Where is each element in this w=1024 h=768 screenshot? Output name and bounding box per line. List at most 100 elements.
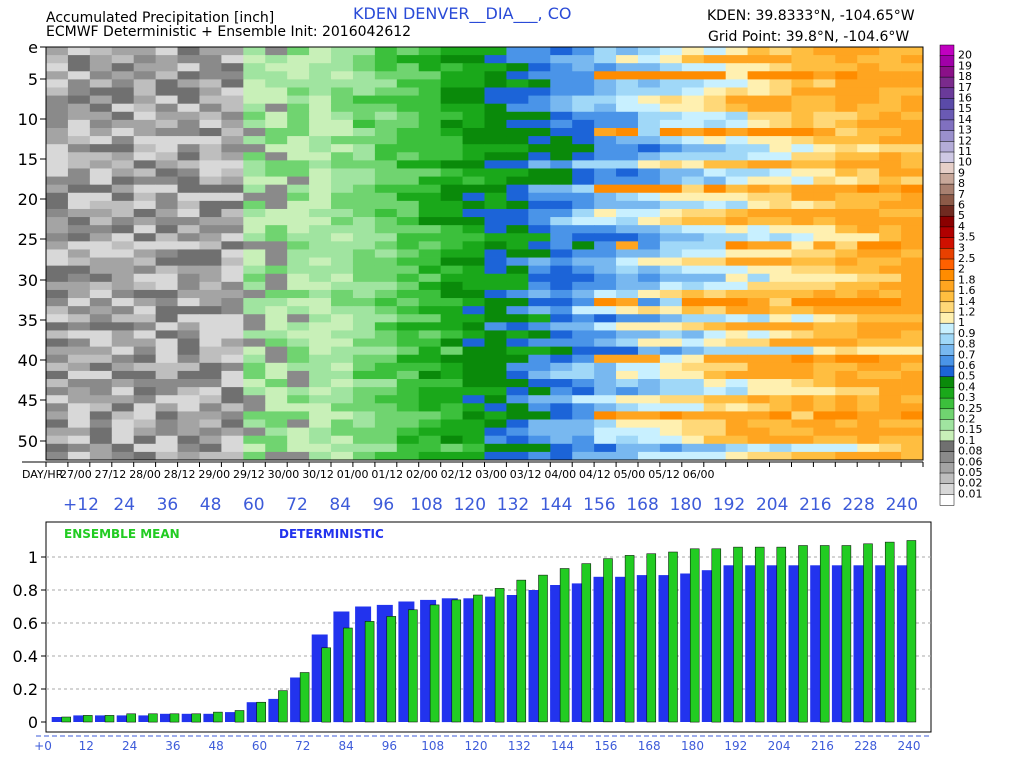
plume-cell <box>659 257 683 267</box>
plume-cell <box>67 192 91 202</box>
plume-cell <box>835 289 858 299</box>
plume-cell <box>265 395 288 404</box>
plume-cell <box>221 87 244 96</box>
plume-cell <box>462 379 485 388</box>
plume-cell <box>46 160 69 169</box>
plume-cell <box>659 200 683 210</box>
plume-cell <box>484 427 507 437</box>
plume-cell <box>309 379 332 388</box>
plume-cell <box>89 200 113 210</box>
plume-cell <box>681 314 705 323</box>
plume-cell <box>199 395 222 404</box>
plume-cell <box>462 241 485 250</box>
plume-cell <box>111 200 135 210</box>
plume-cell <box>572 395 595 404</box>
plume-cell <box>484 443 507 453</box>
plume-cell <box>813 257 836 267</box>
plume-cell <box>46 200 69 210</box>
plume-cell <box>747 208 770 218</box>
plume-cell <box>265 55 288 64</box>
plume-cell <box>309 451 332 461</box>
legend-label: 1.4 <box>958 295 976 308</box>
plume-cell <box>331 241 354 250</box>
plume-cell <box>572 443 595 453</box>
plume-cell <box>703 387 727 396</box>
plume-cell <box>396 451 420 461</box>
plume-cell <box>221 289 244 299</box>
plume-cell <box>813 184 836 194</box>
plume-cell <box>637 338 661 348</box>
plume-cell <box>879 47 902 56</box>
plume-cell <box>331 55 354 64</box>
bar-ensemble-mean <box>538 574 548 723</box>
plume-cell <box>725 306 748 315</box>
plume-cell <box>352 257 376 267</box>
plume-cell <box>221 217 244 226</box>
plume-cell <box>813 346 836 356</box>
hour-label: 36 <box>157 495 179 515</box>
plume-cell <box>243 427 266 437</box>
plume-cell <box>616 379 639 388</box>
plume-cell <box>681 387 705 396</box>
plume-cell <box>177 208 200 218</box>
plume-cell <box>835 411 858 420</box>
plume-cell <box>769 411 792 420</box>
plume-cell <box>901 346 924 356</box>
plume-cell <box>331 225 354 234</box>
plume-cell <box>396 314 420 323</box>
plume-cell <box>879 257 902 267</box>
plume-cell <box>528 354 551 364</box>
plume-cell <box>243 200 266 210</box>
plume-cell <box>155 330 178 339</box>
plume-cell <box>528 346 551 356</box>
plume-cell <box>155 47 178 56</box>
plume-cell <box>396 395 420 404</box>
plume-cell <box>331 289 354 299</box>
plume-cell <box>352 47 376 56</box>
plume-cell <box>374 176 398 186</box>
plume-cell <box>857 152 880 161</box>
plume-cell <box>199 160 222 169</box>
plume-cell <box>331 168 354 177</box>
plume-cell <box>747 87 770 96</box>
plume-cell <box>616 249 639 258</box>
plume-cell <box>637 192 661 202</box>
plume-cell <box>659 338 683 348</box>
plume-cell <box>177 192 200 202</box>
plume-cell <box>396 233 420 242</box>
plume-cell <box>309 225 332 234</box>
plume-cell <box>703 111 727 121</box>
plume-cell <box>528 184 551 194</box>
plume-cell <box>747 257 770 267</box>
legend-label: 0.08 <box>958 445 983 458</box>
plume-cell <box>67 379 91 388</box>
plume-cell <box>572 192 595 202</box>
plume-cell <box>835 281 858 291</box>
plume-cell <box>221 354 244 364</box>
plume-cell <box>659 127 683 137</box>
plume-cell <box>67 338 91 348</box>
plume-cell <box>879 322 902 331</box>
plume-cell <box>199 370 222 380</box>
plume-cell <box>703 95 727 105</box>
plume-cell <box>111 47 135 56</box>
plume-cell <box>133 306 157 315</box>
plume-cell <box>67 144 91 153</box>
plume-cell <box>221 411 244 420</box>
plume-cell <box>901 403 924 412</box>
plume-cell <box>769 395 792 404</box>
plume-cell <box>725 265 748 275</box>
bar-marks <box>51 540 917 723</box>
plume-cell <box>528 217 551 226</box>
plume-cell <box>199 241 222 250</box>
plume-cell <box>857 63 880 72</box>
plume-cell <box>747 314 770 323</box>
plume-cell <box>67 281 91 291</box>
plume-cell <box>352 289 376 299</box>
plume-cell <box>835 127 858 137</box>
hour-label: 180 <box>670 495 702 515</box>
plume-cell <box>791 152 814 161</box>
plume-cell <box>703 63 727 72</box>
bar-ensemble-mean <box>148 713 158 723</box>
plume-cell <box>265 379 288 388</box>
